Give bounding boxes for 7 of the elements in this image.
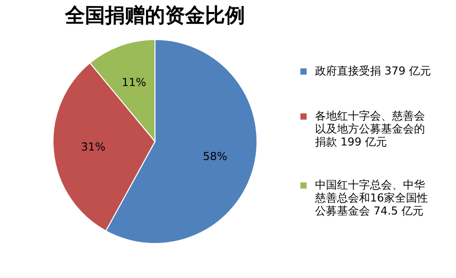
- chart-title: 全国捐赠的资金比例: [64, 3, 245, 27]
- data-label: 58%: [202, 150, 228, 163]
- data-label: 31%: [81, 140, 106, 154]
- legend-label: 中国红十字总会、中华慈善总会和16家全国性公募基金会 74.5 亿元: [314, 178, 428, 218]
- data-label: 11%: [122, 76, 146, 90]
- legend-label: 政府直接受捐 379 亿元: [315, 64, 431, 78]
- legend-label: 各地红十字会、慈善会以及地方公募基金会的捐款 199 亿元: [315, 110, 425, 148]
